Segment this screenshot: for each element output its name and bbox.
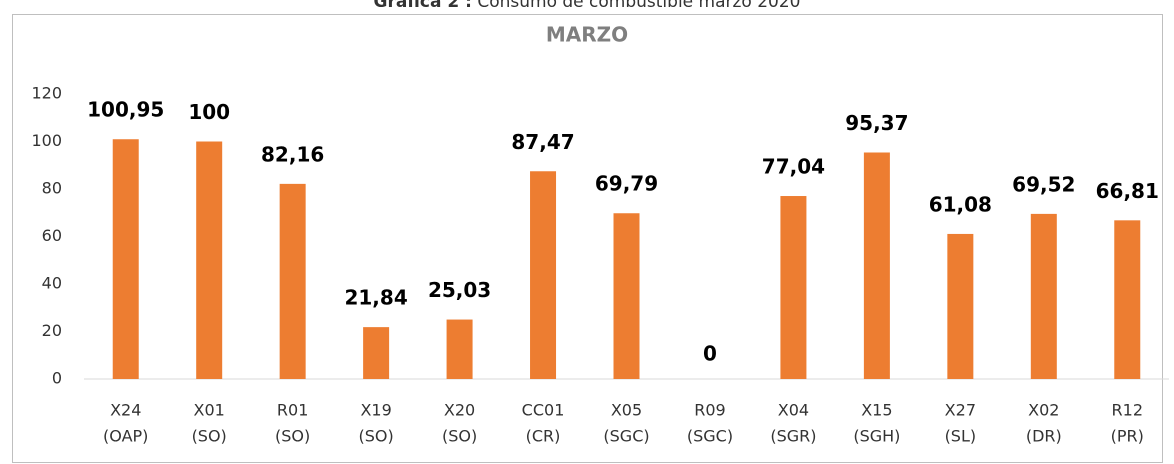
x-tick-label: X19 [360,401,391,420]
x-tick-label: (SO) [442,427,477,446]
x-tick-label: R01 [277,401,308,420]
data-label: 0 [703,342,717,366]
x-tick-label: X04 [778,401,809,420]
data-label: 69,52 [1012,172,1075,196]
bar [112,139,139,379]
data-label: 69,79 [595,172,658,196]
y-tick-label: 100 [31,131,62,150]
x-tick-label: X05 [611,401,642,420]
x-tick-label: X20 [444,401,475,420]
x-tick-label: (PR) [1111,427,1144,446]
data-label: 95,37 [845,111,908,135]
bar [613,213,640,379]
x-tick-label: X15 [861,401,892,420]
bar [196,141,223,379]
caption-text: Consumo de combustible marzo 2020 [477,0,800,12]
bar [780,196,807,379]
y-tick-label: 80 [42,179,62,198]
x-tick-label: (DR) [1026,427,1062,446]
bar [530,171,557,379]
bar [863,152,890,379]
data-label: 61,08 [929,192,992,216]
x-tick-label: (SL) [945,427,977,446]
y-tick-label: 120 [31,84,62,103]
x-tick-label: (OAP) [103,427,148,446]
y-tick-label: 60 [42,226,62,245]
data-label: 66,81 [1096,179,1159,203]
x-tick-label: (SO) [358,427,393,446]
bar [279,183,306,379]
x-tick-label: (SO) [192,427,227,446]
x-tick-label: X27 [945,401,976,420]
data-label: 100 [188,100,230,124]
caption: Gráfica 2 : Consumo de combustible marzo… [374,0,801,12]
y-tick-label: 0 [52,369,62,388]
x-tick-label: R12 [1112,401,1143,420]
x-tick-label: R09 [694,401,725,420]
x-tick-label: (SGC) [687,427,733,446]
x-tick-label: (CR) [526,427,561,446]
chart-title: MARZO [546,23,628,47]
bar [1114,220,1141,379]
bar [1030,213,1057,379]
data-label: 21,84 [344,286,407,310]
x-tick-label: CC01 [522,401,565,420]
data-label: 77,04 [762,155,825,179]
x-tick-label: (SO) [275,427,310,446]
bar [947,233,974,379]
x-tick-label: (SGC) [603,427,649,446]
bar [446,319,473,379]
x-tick-label: X01 [194,401,225,420]
data-label: 82,16 [261,142,324,166]
y-tick-label: 20 [42,321,62,340]
y-tick-label: 40 [42,274,62,293]
caption-label: Gráfica 2 : [374,0,472,12]
x-tick-label: X02 [1028,401,1059,420]
bar [363,327,390,379]
chart-border [12,14,1163,463]
x-tick-label: X24 [110,401,141,420]
data-label: 87,47 [511,130,574,154]
data-label: 25,03 [428,278,491,302]
data-label: 100,95 [87,98,164,122]
x-tick-label: (SGH) [853,427,900,446]
x-tick-label: (SGR) [770,427,816,446]
